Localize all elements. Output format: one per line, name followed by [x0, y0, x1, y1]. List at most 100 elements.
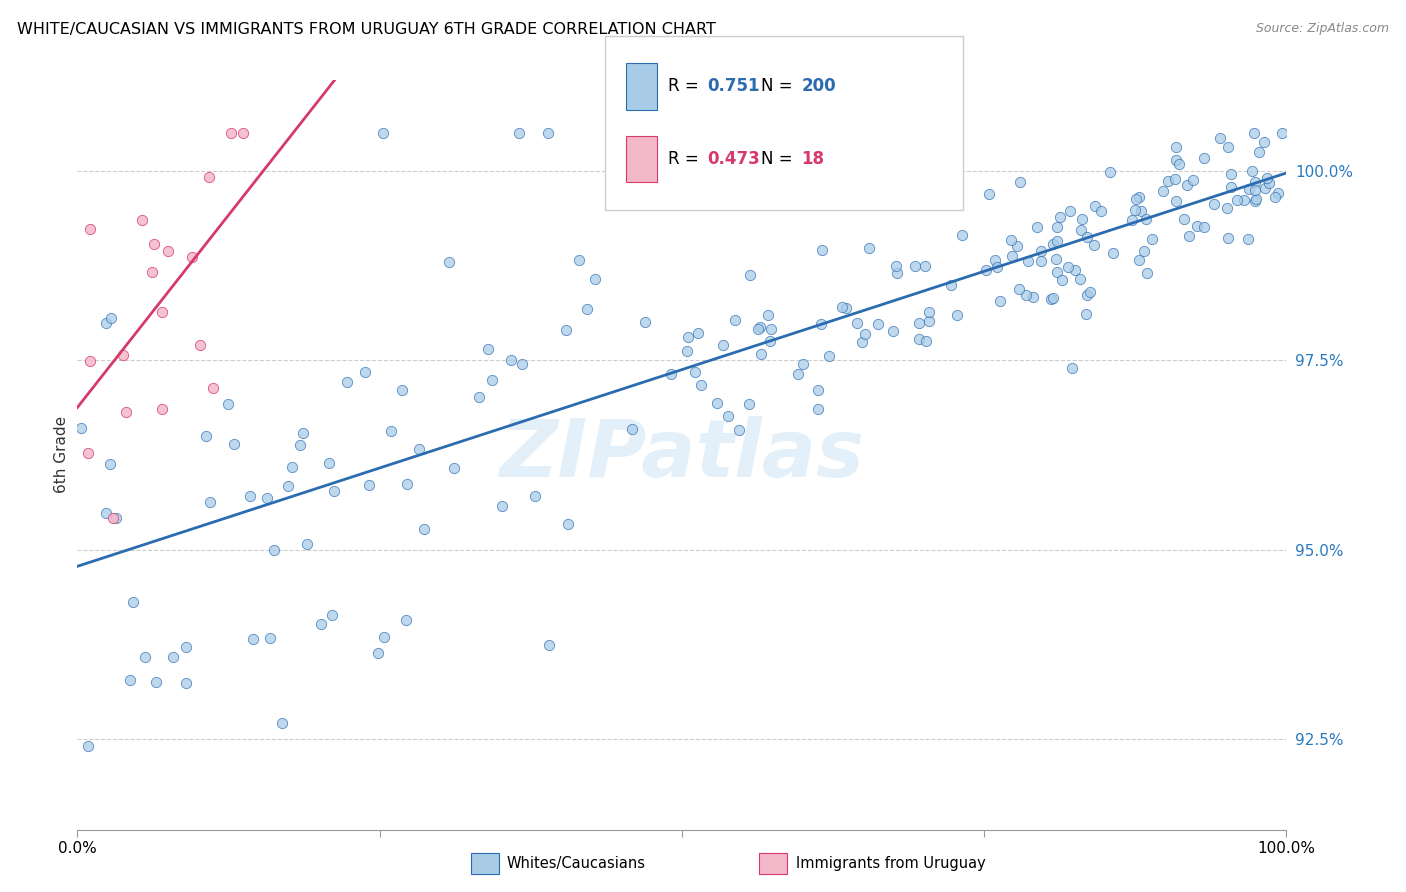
Point	[1267, 186, 1289, 200]
Point	[1125, 192, 1147, 206]
Point	[634, 315, 657, 329]
Point	[1070, 212, 1092, 227]
Point	[907, 316, 929, 330]
Point	[1076, 229, 1098, 244]
Text: ZIPatlas: ZIPatlas	[499, 416, 865, 494]
Text: 0.751: 0.751	[707, 78, 759, 95]
Point	[1064, 263, 1087, 277]
Point	[758, 308, 780, 322]
Point	[1078, 285, 1101, 299]
Point	[357, 478, 380, 492]
Point	[882, 324, 904, 338]
Point	[1046, 265, 1069, 279]
Point	[1177, 178, 1199, 192]
Point	[131, 212, 153, 227]
Text: 200: 200	[801, 78, 837, 95]
Point	[747, 322, 769, 336]
Point	[467, 390, 489, 404]
Point	[988, 294, 1011, 309]
Point	[1123, 202, 1146, 217]
Point	[1178, 228, 1201, 243]
Point	[1060, 360, 1083, 375]
Point	[886, 266, 908, 280]
Point	[1220, 180, 1243, 194]
Point	[1025, 220, 1047, 235]
Point	[979, 187, 1001, 202]
Point	[1254, 181, 1277, 195]
Point	[1045, 252, 1067, 266]
Point	[737, 397, 759, 411]
Point	[914, 259, 936, 273]
Text: N =: N =	[761, 78, 792, 95]
Point	[918, 305, 941, 319]
Text: Source: ZipAtlas.com: Source: ZipAtlas.com	[1256, 22, 1389, 36]
Point	[1000, 233, 1022, 247]
Point	[1007, 282, 1029, 296]
Point	[568, 252, 591, 267]
Point	[188, 337, 211, 351]
Point	[686, 326, 709, 340]
Text: R =: R =	[668, 150, 704, 168]
Point	[104, 511, 127, 525]
Point	[217, 397, 239, 411]
Point	[690, 377, 713, 392]
Point	[1241, 164, 1264, 178]
Point	[858, 241, 880, 255]
Text: Immigrants from Uruguay: Immigrants from Uruguay	[796, 856, 986, 871]
Point	[724, 313, 747, 327]
Point	[555, 323, 578, 337]
Point	[1164, 194, 1187, 208]
Point	[1133, 244, 1156, 259]
Point	[371, 126, 394, 140]
Point	[946, 308, 969, 322]
Point	[321, 607, 343, 622]
Point	[1226, 193, 1249, 207]
Point	[141, 265, 163, 279]
Point	[481, 373, 503, 387]
Point	[174, 640, 197, 655]
Point	[70, 421, 93, 435]
Point	[904, 260, 927, 274]
Point	[974, 263, 997, 277]
Point	[157, 244, 180, 258]
Point	[443, 460, 465, 475]
Point	[1173, 211, 1195, 226]
Point	[676, 344, 699, 359]
Point	[336, 375, 359, 389]
Point	[295, 537, 318, 551]
Point	[1102, 246, 1125, 260]
Point	[1069, 272, 1091, 286]
Point	[111, 348, 134, 362]
Point	[950, 227, 973, 242]
Point	[806, 402, 828, 417]
Point	[1040, 292, 1063, 306]
Point	[851, 334, 873, 349]
Point	[1264, 190, 1286, 204]
Point	[1182, 172, 1205, 186]
Point	[194, 429, 217, 443]
Point	[915, 334, 938, 348]
Point	[1135, 211, 1157, 226]
Point	[1128, 190, 1150, 204]
Point	[1057, 260, 1080, 275]
Point	[1140, 232, 1163, 246]
Point	[150, 305, 173, 319]
Point	[1244, 175, 1267, 189]
Point	[1010, 175, 1032, 189]
Point	[1049, 210, 1071, 224]
Point	[508, 126, 530, 140]
Point	[354, 365, 377, 379]
Point	[661, 367, 683, 381]
Point	[1029, 253, 1052, 268]
Point	[277, 478, 299, 492]
Point	[1209, 131, 1232, 145]
Point	[373, 631, 395, 645]
Point	[1017, 253, 1039, 268]
Point	[1015, 288, 1038, 302]
Point	[510, 357, 533, 371]
Point	[537, 126, 560, 140]
Point	[1258, 176, 1281, 190]
Point	[1204, 196, 1226, 211]
Point	[1218, 140, 1240, 154]
Point	[391, 384, 413, 398]
